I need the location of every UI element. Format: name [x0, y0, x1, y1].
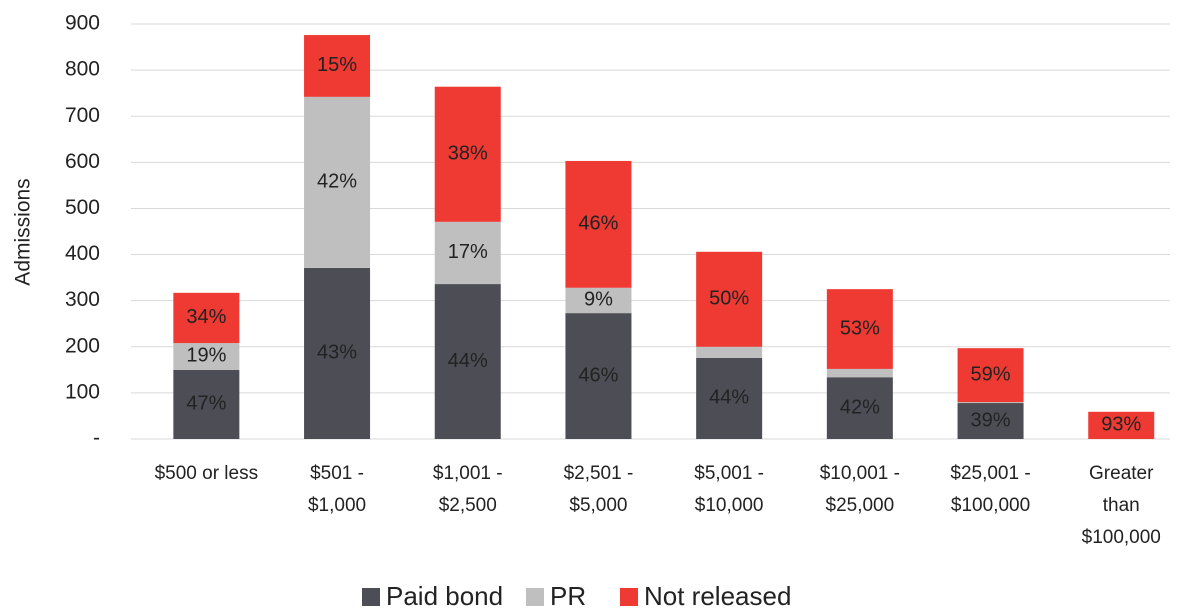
x-tick-label: $1,000	[308, 495, 366, 516]
x-tick-label: $2,500	[439, 495, 497, 516]
y-tick-label: 500	[65, 196, 100, 219]
percent-label: 42%	[840, 396, 880, 418]
x-tick-label: $10,000	[695, 495, 764, 516]
percent-label: 47%	[186, 393, 226, 415]
bar-segment	[434, 86, 501, 222]
bar-segment	[173, 292, 240, 344]
percent-label: 34%	[186, 306, 226, 328]
x-tick-label: $5,001 -	[694, 463, 764, 484]
legend-label: Paid bond	[386, 581, 503, 611]
bar-segment	[1088, 411, 1155, 439]
y-tick-label: 600	[65, 150, 100, 173]
percent-label: 59%	[971, 363, 1011, 385]
bar-segment	[696, 357, 763, 439]
x-tick-label: Greater	[1089, 463, 1154, 484]
bar-segment	[565, 287, 632, 314]
y-tick-label: -	[93, 427, 100, 450]
y-tick-label: 900	[65, 12, 100, 35]
bar-segment	[173, 369, 240, 439]
y-tick-label: 700	[65, 104, 100, 127]
bar-segment	[957, 403, 1024, 439]
percent-label: 53%	[840, 317, 880, 339]
percent-label: 44%	[448, 350, 488, 372]
x-tick-label: $1,001 -	[433, 463, 503, 484]
y-tick-label: 400	[65, 242, 100, 265]
legend-label: Not released	[644, 581, 791, 611]
y-tick-label: 200	[65, 334, 100, 357]
percent-label: 17%	[448, 241, 488, 263]
percent-label: 19%	[186, 345, 226, 367]
bar-segment	[304, 96, 371, 268]
percent-label: 9%	[584, 289, 613, 311]
bar-segment	[696, 346, 763, 358]
bar-segment	[957, 348, 1024, 403]
legend-swatch	[362, 588, 380, 606]
x-tick-label: $100,000	[1082, 527, 1161, 548]
bar-segment	[957, 402, 1024, 404]
bar-segment	[826, 377, 893, 439]
bar-segment	[434, 221, 501, 285]
y-tick-label: 100	[65, 380, 100, 403]
bar-segment	[173, 343, 240, 370]
legend-swatch	[620, 588, 638, 606]
bar-segment	[304, 267, 371, 439]
x-tick-label: $100,000	[951, 495, 1030, 516]
percent-label: 38%	[448, 143, 488, 165]
bar-segment	[434, 284, 501, 439]
percent-label: 93%	[1101, 414, 1141, 436]
y-tick-label: 800	[65, 58, 100, 81]
legend-label: PR	[550, 581, 586, 611]
x-tick-label: than	[1103, 495, 1140, 516]
bar-segment	[565, 313, 632, 439]
percent-label: 15%	[317, 54, 357, 76]
bar-segment	[696, 251, 763, 347]
y-axis-label: Admissions	[12, 178, 35, 285]
x-tick-label: $25,001 -	[950, 463, 1030, 484]
percent-label: 46%	[578, 213, 618, 235]
bar-segment	[826, 289, 893, 369]
x-tick-label: $5,000	[569, 495, 627, 516]
legend-swatch	[526, 588, 544, 606]
percent-label: 39%	[971, 409, 1011, 431]
bar-segment	[826, 368, 893, 378]
x-tick-label: $2,501 -	[564, 463, 634, 484]
percent-label: 46%	[578, 364, 618, 386]
bar-segment	[304, 35, 371, 97]
x-tick-label: $500 or less	[155, 463, 259, 484]
percent-label: 50%	[709, 288, 749, 310]
percent-label: 44%	[709, 387, 749, 409]
x-tick-label: $10,001 -	[820, 463, 900, 484]
percent-label: 43%	[317, 342, 357, 364]
x-tick-label: $25,000	[826, 495, 895, 516]
percent-label: 42%	[317, 171, 357, 193]
x-tick-label: $501 -	[310, 463, 364, 484]
y-tick-label: 300	[65, 288, 100, 311]
bar-segment	[565, 160, 632, 288]
